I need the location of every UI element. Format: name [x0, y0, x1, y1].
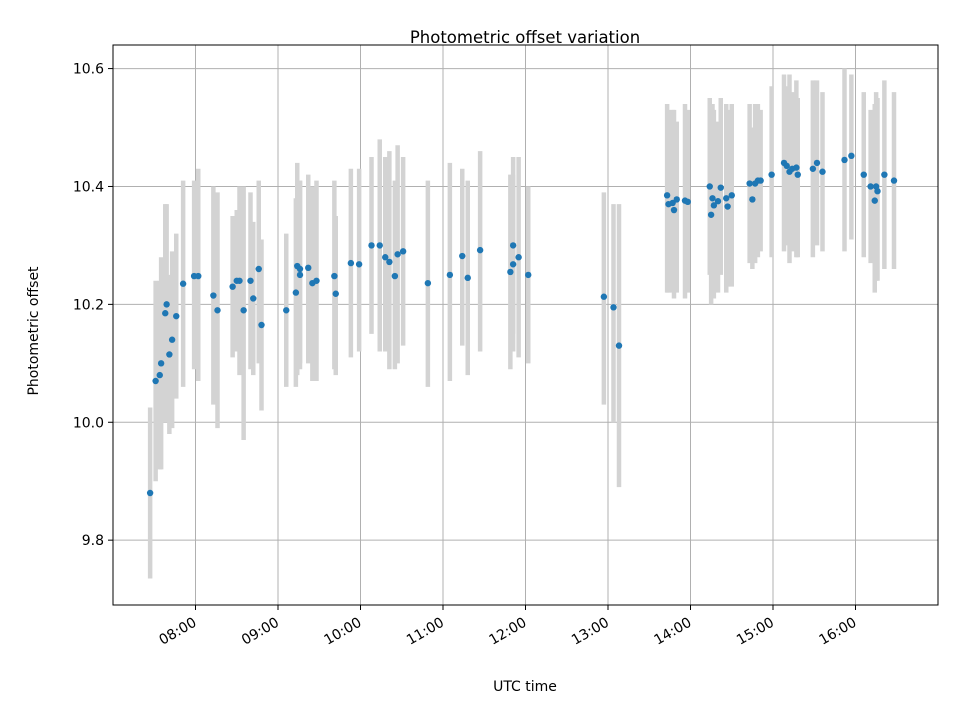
data-point: [706, 183, 713, 190]
data-point: [313, 277, 320, 284]
data-point: [881, 171, 888, 178]
data-point: [163, 301, 170, 308]
data-point: [728, 192, 735, 199]
data-point: [166, 351, 173, 358]
chart-title: Photometric offset variation: [410, 28, 640, 47]
data-point: [240, 307, 247, 314]
data-point: [709, 195, 716, 202]
data-point: [684, 198, 691, 205]
data-point: [296, 265, 304, 273]
data-point: [355, 261, 363, 268]
data-point: [515, 254, 522, 261]
data-point: [255, 265, 262, 273]
data-point: [509, 242, 517, 249]
data-point: [168, 336, 176, 343]
data-point: [152, 377, 159, 385]
data-point: [236, 277, 243, 284]
data-point: [813, 159, 821, 167]
data-point: [615, 342, 623, 349]
data-point: [793, 164, 800, 171]
data-point: [707, 211, 715, 218]
data-point: [156, 371, 163, 379]
data-point: [819, 168, 826, 175]
y-axis-label: Photometric offset: [26, 266, 42, 396]
data-point: [464, 274, 471, 282]
data-point: [459, 252, 466, 260]
data-point: [809, 165, 817, 172]
y-tick-label: 10.0: [73, 415, 104, 431]
data-point: [507, 268, 514, 276]
data-point: [399, 248, 407, 255]
data-point: [162, 310, 169, 317]
data-point: [610, 304, 617, 311]
data-point: [890, 177, 898, 184]
data-point: [386, 258, 393, 266]
data-point: [874, 187, 881, 195]
data-point: [724, 203, 731, 210]
data-point: [525, 271, 532, 279]
data-point: [229, 283, 236, 290]
data-points: [146, 152, 898, 497]
data-point: [848, 152, 855, 160]
data-point: [331, 272, 338, 280]
data-point: [673, 196, 680, 203]
data-point: [157, 360, 165, 367]
data-point: [794, 171, 801, 178]
data-point: [292, 289, 300, 296]
data-point: [305, 264, 312, 272]
y-tick-label: 10.4: [73, 179, 104, 195]
x-axis-label: UTC time: [493, 679, 557, 695]
data-point: [146, 489, 154, 497]
data-point: [663, 192, 671, 199]
data-point: [391, 272, 399, 280]
data-point: [179, 280, 187, 287]
data-point: [600, 293, 608, 300]
data-point: [368, 242, 375, 249]
data-point: [509, 261, 517, 268]
y-tick-label: 9.8: [82, 533, 104, 549]
data-point: [710, 202, 718, 209]
data-point: [841, 156, 848, 164]
data-point: [247, 277, 254, 284]
data-point: [867, 183, 874, 190]
data-point: [714, 198, 722, 205]
data-point: [195, 272, 202, 280]
data-point: [283, 307, 290, 314]
data-point: [446, 271, 454, 279]
data-point: [476, 246, 484, 254]
data-point: [670, 206, 678, 214]
data-point: [258, 321, 265, 329]
data-point: [717, 184, 724, 191]
data-point: [871, 197, 878, 204]
data-point: [382, 254, 389, 261]
data-point: [250, 295, 257, 302]
data-point: [210, 292, 217, 299]
data-point: [376, 242, 383, 249]
data-point: [332, 290, 339, 297]
data-point: [214, 307, 221, 314]
data-point: [757, 177, 764, 184]
data-point: [783, 162, 790, 170]
data-point: [746, 180, 753, 187]
data-point: [749, 196, 756, 203]
y-tick-label: 10.2: [73, 297, 104, 313]
data-point: [424, 279, 432, 287]
data-point: [723, 195, 730, 202]
data-point: [296, 271, 304, 279]
data-point: [347, 259, 355, 267]
data-point: [768, 171, 775, 178]
y-axis-ticks: 9.8 10.0 10.2 10.4 10.6: [73, 62, 113, 549]
data-point: [394, 251, 401, 258]
y-tick-label: 10.6: [73, 62, 104, 78]
data-point: [860, 171, 867, 178]
data-point: [173, 312, 180, 320]
